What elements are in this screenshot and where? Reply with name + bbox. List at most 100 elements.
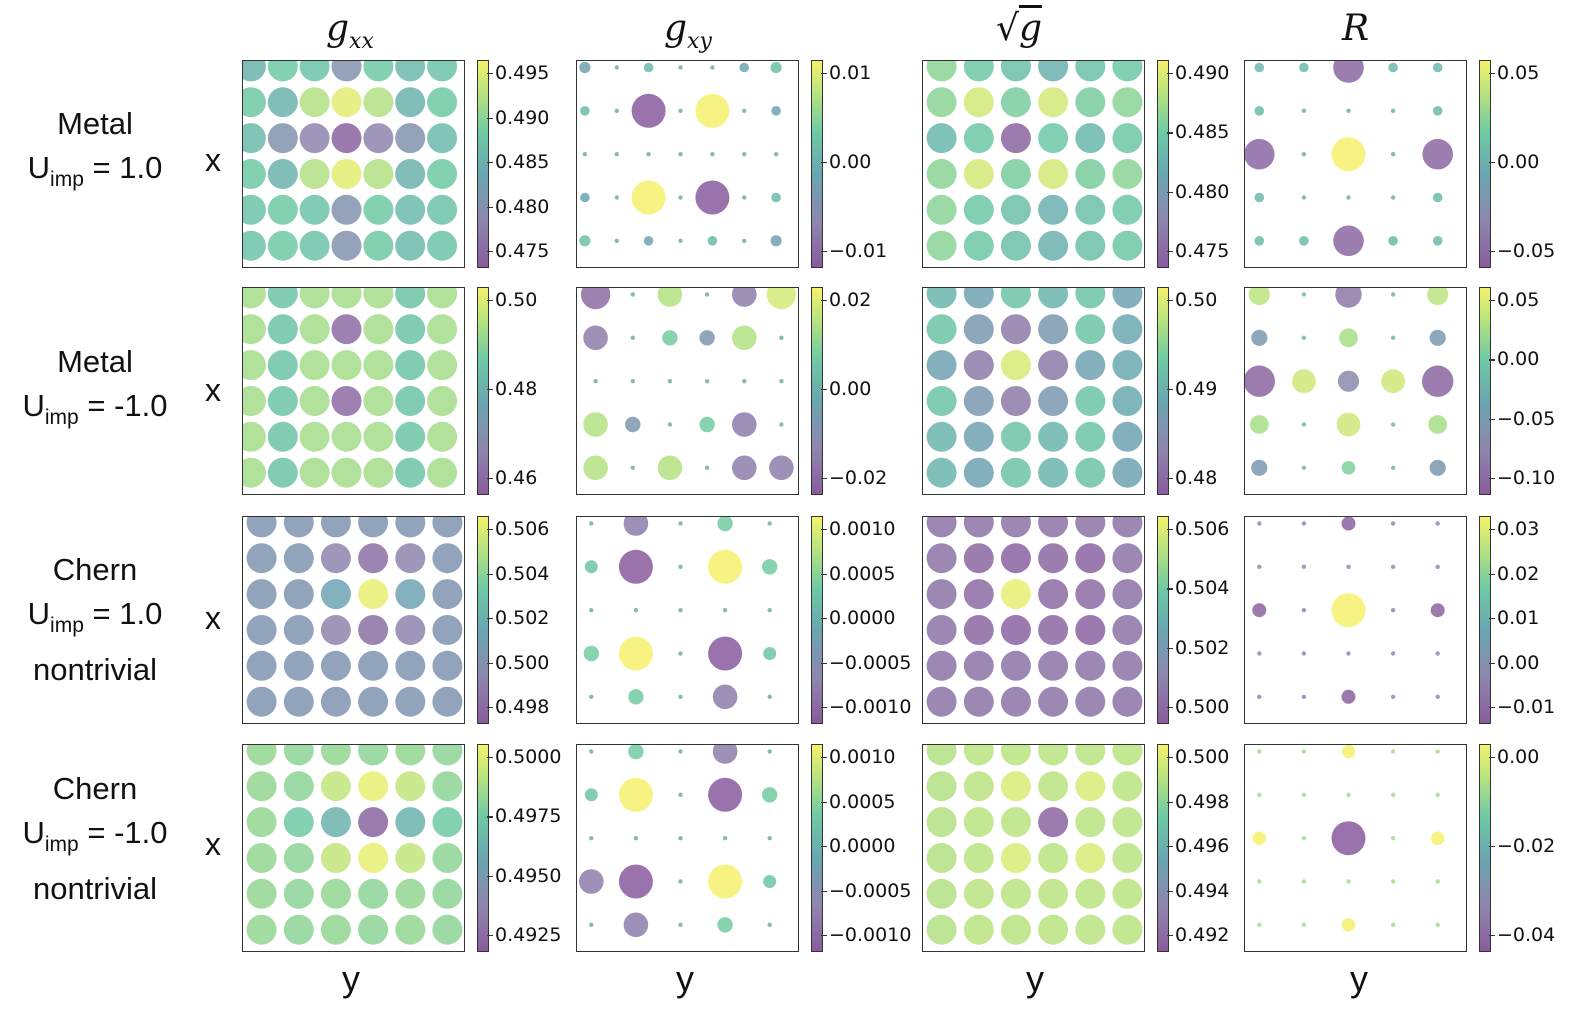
heatmap-point bbox=[363, 421, 394, 452]
heatmap-point bbox=[299, 350, 330, 381]
colorbar bbox=[1479, 516, 1491, 724]
heatmap-point bbox=[1075, 350, 1106, 381]
colorbar bbox=[1479, 287, 1491, 495]
heatmap-point bbox=[267, 87, 298, 118]
heatmap-point bbox=[963, 843, 994, 873]
heatmap-point bbox=[331, 194, 362, 225]
heatmap-point bbox=[1112, 288, 1143, 309]
heatmap-point bbox=[766, 288, 797, 310]
colorbar-tick-label: 0.00 bbox=[820, 378, 872, 400]
heatmap-point bbox=[243, 350, 266, 381]
heatmap-point bbox=[267, 230, 298, 261]
heatmap-point bbox=[963, 457, 994, 488]
heatmap-point bbox=[712, 745, 738, 764]
heatmap-point bbox=[667, 379, 673, 384]
heatmap-point bbox=[963, 87, 994, 118]
heatmap-point bbox=[583, 325, 608, 351]
heatmap-point bbox=[589, 836, 594, 841]
heatmap-point bbox=[963, 288, 994, 309]
heatmap-point bbox=[1254, 62, 1265, 73]
heatmap-point bbox=[742, 152, 747, 157]
heatmap-point bbox=[299, 61, 330, 82]
heatmap-point bbox=[763, 647, 777, 660]
colorbar-tick-label: 0.485 bbox=[1166, 121, 1230, 144]
heatmap-point bbox=[427, 457, 458, 488]
heatmap-point bbox=[1390, 335, 1396, 340]
colorbar-tick-label: 0.490 bbox=[486, 106, 550, 129]
heatmap-plot bbox=[579, 61, 782, 247]
heatmap-point bbox=[926, 771, 957, 802]
colorbar-tick-label: 0.4925 bbox=[486, 924, 562, 946]
heatmap-point bbox=[1038, 61, 1069, 82]
heatmap-point bbox=[614, 65, 619, 70]
row-label-uimp: Uimp = 1.0 bbox=[27, 150, 163, 191]
heatmap-point bbox=[926, 843, 957, 873]
heatmap-point bbox=[1000, 843, 1031, 873]
heatmap-point bbox=[267, 288, 298, 309]
colorbar-tick-label: 0.502 bbox=[486, 607, 550, 629]
heatmap-point bbox=[678, 608, 683, 613]
heatmap-point bbox=[1245, 365, 1275, 397]
heatmap-point bbox=[646, 152, 651, 157]
heatmap-point bbox=[395, 123, 426, 154]
heatmap-point bbox=[1333, 61, 1364, 83]
heatmap-point bbox=[363, 386, 394, 416]
heatmap-point bbox=[1000, 350, 1031, 381]
heatmap-point bbox=[320, 579, 351, 610]
heatmap-point bbox=[1251, 329, 1268, 346]
heatmap-point bbox=[1075, 914, 1106, 945]
heatmap-point bbox=[1075, 61, 1106, 82]
heatmap-point bbox=[628, 689, 644, 705]
heatmap-point bbox=[1112, 650, 1143, 681]
heatmap-point bbox=[963, 123, 994, 154]
heatmap-point bbox=[1075, 314, 1106, 345]
heatmap-point bbox=[1112, 159, 1143, 189]
heatmap-point bbox=[732, 325, 757, 351]
heatmap-point bbox=[742, 379, 747, 384]
heatmap-point bbox=[320, 615, 351, 645]
heatmap-point bbox=[583, 412, 608, 437]
colorbar-tick-label: 0.01 bbox=[820, 62, 872, 84]
heatmap-point bbox=[432, 878, 463, 909]
heatmap-point bbox=[283, 579, 314, 610]
heatmap-point bbox=[579, 61, 591, 74]
heatmap-point bbox=[708, 549, 743, 584]
heatmap-plot bbox=[243, 288, 458, 488]
colorbar-tick-label: 0.492 bbox=[1166, 924, 1230, 946]
heatmap-point bbox=[1075, 543, 1106, 574]
heatmap-point bbox=[1075, 123, 1106, 154]
heatmap-point bbox=[623, 517, 649, 536]
heatmap-point bbox=[926, 615, 957, 645]
heatmap-point bbox=[963, 61, 994, 82]
x-axis-label: x bbox=[205, 372, 221, 408]
heatmap-point bbox=[243, 87, 266, 118]
heatmap-point bbox=[1000, 87, 1031, 118]
heatmap-point bbox=[331, 87, 362, 118]
colorbar-tick-label: 0.500 bbox=[1166, 746, 1230, 768]
heatmap-panel bbox=[922, 744, 1145, 952]
heatmap-point bbox=[299, 386, 330, 416]
heatmap-point bbox=[358, 843, 389, 873]
heatmap-point bbox=[926, 386, 957, 416]
colorbar-tick-label: 0.502 bbox=[1166, 636, 1230, 659]
heatmap-point bbox=[363, 61, 394, 82]
heatmap-point bbox=[427, 386, 458, 416]
colorbar-tick-label: 0.494 bbox=[1166, 879, 1230, 902]
heatmap-point bbox=[267, 123, 298, 154]
heatmap-point bbox=[1435, 879, 1440, 884]
heatmap-point bbox=[1427, 288, 1449, 306]
heatmap-point bbox=[283, 843, 314, 873]
heatmap-point bbox=[1390, 465, 1396, 470]
heatmap-point bbox=[1257, 792, 1262, 797]
heatmap-point bbox=[267, 457, 298, 488]
heatmap-plot bbox=[926, 517, 1143, 717]
heatmap-point bbox=[762, 787, 778, 803]
heatmap-point bbox=[267, 421, 298, 452]
heatmap-point bbox=[742, 195, 747, 200]
heatmap-point bbox=[1390, 292, 1396, 297]
heatmap-point bbox=[1112, 771, 1143, 802]
heatmap-point bbox=[283, 771, 314, 802]
heatmap-point bbox=[580, 192, 590, 203]
heatmap-point bbox=[1038, 123, 1069, 154]
heatmap-point bbox=[710, 65, 715, 70]
